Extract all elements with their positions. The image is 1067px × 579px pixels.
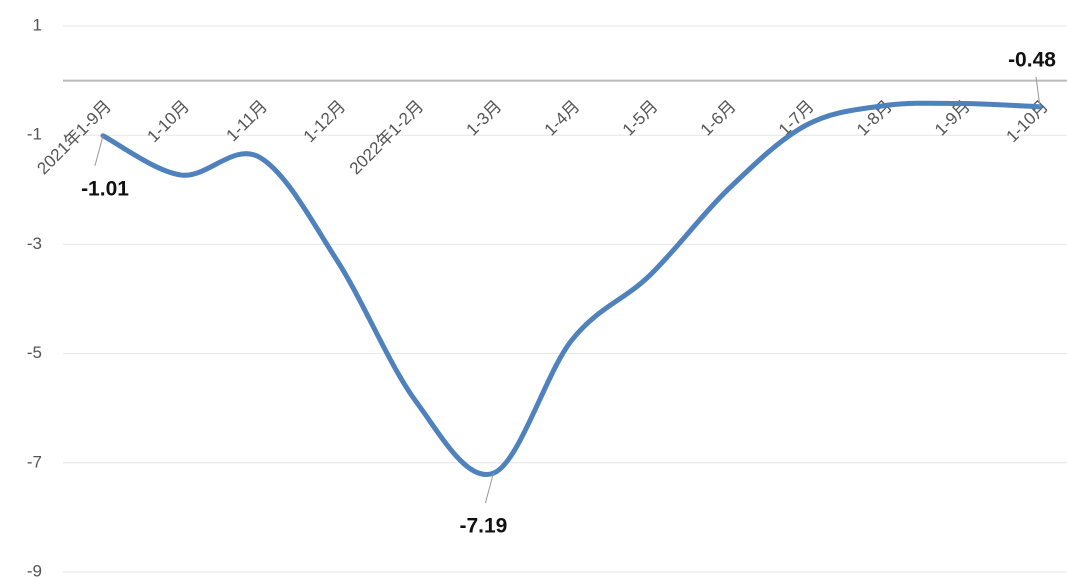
y-tick-label: -1	[27, 125, 42, 144]
y-tick-label: -5	[27, 343, 42, 362]
data-label: -0.48	[1008, 48, 1056, 71]
x-tick-label: 1-4月	[541, 97, 584, 140]
x-tick-label: 1-5月	[619, 97, 662, 140]
x-tick-label: 1-3月	[463, 97, 506, 140]
x-tick-label: 2022年1-2月	[346, 97, 428, 179]
data-label: -7.19	[459, 515, 507, 538]
leader-line	[1035, 76, 1041, 107]
x-tick-label: 1-10月	[144, 97, 194, 147]
x-tick-label: 1-6月	[697, 97, 740, 140]
line	[100, 100, 1043, 478]
x-tick-label: 1-12月	[300, 97, 350, 147]
leader-line	[484, 473, 494, 504]
leader-line	[94, 135, 104, 166]
y-tick-label: 1	[33, 15, 42, 34]
data-label: -1.01	[81, 177, 129, 200]
y-tick-label: -9	[27, 561, 42, 579]
x-tick-label: 1-11月	[223, 97, 272, 146]
y-tick-label: -3	[27, 234, 42, 253]
y-tick-label: -7	[27, 452, 42, 471]
